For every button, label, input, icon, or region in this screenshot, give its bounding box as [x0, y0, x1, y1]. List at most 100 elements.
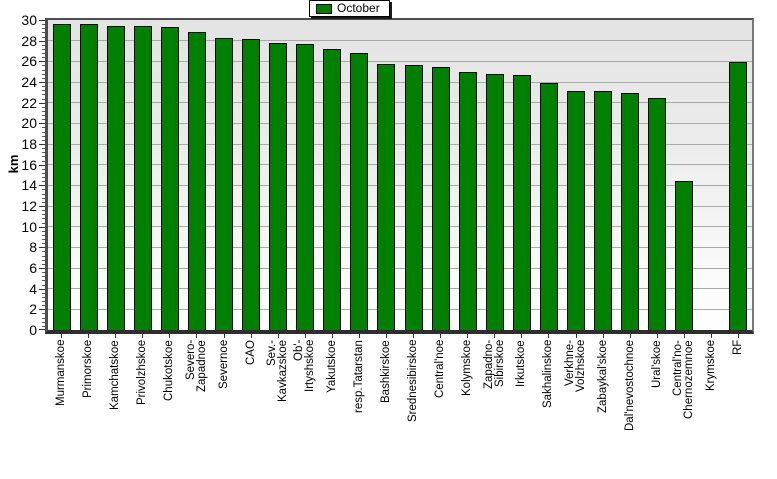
bar-slot: [346, 20, 373, 330]
y-tick-label: 20: [21, 115, 37, 132]
x-tick-slot: [400, 334, 427, 339]
bar-slot: [427, 20, 454, 330]
y-major-tick: [39, 40, 45, 42]
y-minor-tick: [42, 77, 45, 79]
y-minor-tick: [42, 156, 45, 158]
x-tick-label-Sakhalinskoe: Sakhalinskoe: [542, 340, 555, 409]
y-major-tick: [39, 226, 45, 228]
x-tick-slot: [373, 334, 400, 339]
x-label-slot: Chukotskoe: [156, 340, 183, 478]
y-minor-tick: [42, 86, 45, 88]
gridline: [48, 40, 752, 42]
x-tick-label-Kolymskoe: Kolymskoe: [461, 340, 474, 397]
y-minor-tick: [42, 69, 45, 71]
x-tick-slot: [292, 334, 319, 339]
x-tick: [169, 334, 171, 338]
legend-swatch-icon: [316, 3, 332, 14]
x-tick: [737, 334, 739, 338]
bar-Ob'-Irtyshskoe: [296, 43, 315, 330]
x-tick-label-Irkutskoe: Irkutskoe: [515, 340, 528, 387]
bar-Zapadno-Sibirskoe: [485, 73, 504, 330]
bar-slot: [48, 20, 75, 330]
bar-slot: [75, 20, 102, 330]
x-tick: [467, 334, 469, 338]
bar-slot: [129, 20, 156, 330]
x-tick-label-Murmanskoe: Murmanskoe: [55, 340, 68, 407]
y-minor-tick: [42, 139, 45, 141]
x-tick-slot: [48, 334, 75, 339]
bar-slot: [319, 20, 346, 330]
y-minor-tick: [42, 110, 45, 112]
y-minor-tick: [42, 305, 45, 307]
x-label-slot: Primorskoe: [75, 340, 102, 478]
y-major-tick: [39, 247, 45, 249]
y-minor-tick: [42, 189, 45, 191]
bar-slot: [590, 20, 617, 330]
x-tick-label-Yakutskoe: Yakutskoe: [325, 340, 338, 393]
y-major-tick: [39, 20, 45, 21]
x-tick-slot: [454, 334, 481, 339]
y-minor-tick: [42, 172, 45, 174]
x-tick-slot: [698, 334, 725, 339]
x-tick-slot: [346, 334, 373, 339]
x-tick-label-Zapadno-Sibirskoe: Zapadno- Sibirskoe: [482, 340, 506, 390]
y-minor-tick: [42, 210, 45, 212]
x-tick: [710, 334, 712, 338]
x-label-slot: CAO: [238, 340, 265, 478]
y-minor-tick: [42, 234, 45, 236]
y-minor-tick: [42, 276, 45, 278]
x-tick-label-Privolzhskoe: Privolzhskoe: [136, 340, 149, 406]
x-tick: [61, 334, 63, 338]
y-minor-tick: [42, 115, 45, 117]
y-minor-tick: [42, 222, 45, 224]
x-tick-slot: [183, 334, 210, 339]
x-tick-label-Krymskoe: Krymskoe: [704, 340, 717, 392]
x-label-slot: Ural'skoe: [644, 340, 671, 478]
y-tick-label: 12: [21, 198, 37, 214]
y-minor-tick: [42, 259, 45, 261]
x-tick-slot: [671, 334, 698, 339]
bar-slot: [644, 20, 671, 330]
y-minor-tick: [42, 57, 45, 59]
x-tick-slot: [75, 334, 102, 339]
y-minor-tick: [42, 44, 45, 46]
gridlines-layer: [48, 20, 752, 330]
x-tick: [656, 334, 658, 338]
x-tick-slot: [210, 334, 237, 339]
x-tick: [142, 334, 144, 338]
x-tick: [385, 334, 387, 338]
y-minor-tick: [42, 255, 45, 257]
x-tick-slot: [319, 334, 346, 339]
x-label-slot: RF: [725, 340, 752, 478]
y-minor-tick: [42, 135, 45, 137]
x-label-slot: Krymskoe: [698, 340, 725, 478]
gridline: [48, 226, 752, 228]
x-label-slot: Sev.- Kavkazskoe: [265, 340, 292, 478]
y-minor-tick: [42, 24, 45, 26]
bar-Privolzhskoe: [133, 26, 152, 330]
bar-slot: [210, 20, 237, 330]
x-label-slot: Kamchatskoe: [102, 340, 129, 478]
bar-Primorskoe: [79, 24, 98, 330]
x-tick: [277, 334, 279, 338]
bar-Yakutskoe: [323, 48, 342, 330]
bar-Dal'nevostochnoe: [621, 93, 640, 330]
x-tick-label-Srednesibirskoe: Srednesibirskoe: [407, 340, 420, 423]
y-minor-tick: [42, 160, 45, 162]
y-minor-tick: [42, 131, 45, 133]
y-tick-label: 6: [29, 260, 37, 276]
x-tick: [88, 334, 90, 338]
y-minor-tick: [42, 152, 45, 154]
bars-layer: [48, 20, 752, 330]
x-tick-label-Central'noe: Central'noe: [434, 340, 447, 399]
y-tick-label: 16: [21, 156, 37, 173]
x-tick-label-Verkhne-Volzhskoe: Verkhne- Volzhskoe: [564, 340, 588, 393]
x-tick-label-CAO: CAO: [244, 340, 257, 365]
bar-Irkutskoe: [512, 74, 531, 330]
y-major-tick: [39, 102, 45, 104]
y-minor-tick: [42, 292, 45, 294]
x-tick: [521, 334, 523, 338]
bar-slot: [481, 20, 508, 330]
y-major-tick: [39, 288, 45, 290]
y-tick-label: 4: [29, 280, 37, 297]
